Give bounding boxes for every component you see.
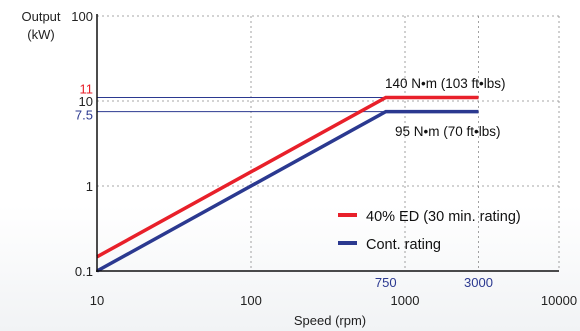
- annotation-cont-torque: 95 N•m (70 ft•lbs): [395, 124, 500, 139]
- x-tick-label-100: 100: [240, 293, 262, 308]
- legend: 40% ED (30 min. rating) Cont. rating: [338, 209, 521, 253]
- axes: [96, 14, 559, 272]
- y-tick-label-100: 100: [71, 9, 93, 24]
- y-tick-label-11: 11: [80, 81, 94, 96]
- y-tick-label-7_5: 7.5: [75, 108, 93, 123]
- y-axis-label-line2: (kW): [27, 27, 54, 42]
- annotation-40ed-torque: 140 N•m (103 ft•lbs): [385, 76, 506, 91]
- x-tick-label-3000: 3000: [464, 275, 493, 290]
- y-tick-label-10: 10: [79, 94, 93, 109]
- x-tick-label-750: 750: [375, 275, 397, 290]
- x-tick-label-1000: 1000: [391, 293, 420, 308]
- legend-label-40ed: 40% ED (30 min. rating): [366, 209, 521, 225]
- y-axis-label-line1: Output: [21, 9, 60, 24]
- x-axis-label: Speed (rpm): [294, 313, 366, 328]
- series-lines: [96, 95, 479, 273]
- series-line-0: [96, 95, 479, 259]
- y-tick-label-1: 1: [86, 179, 93, 194]
- series-line-1: [96, 109, 479, 273]
- tick-labels: 10 100 1000 10000 750 3000 0.1 1 10 100 11 7.5: [71, 9, 577, 308]
- grid: [97, 15, 560, 271]
- y-tick-label-0_1: 0.1: [75, 264, 93, 279]
- reference-lines: [97, 96, 386, 113]
- legend-label-cont: Cont. rating: [366, 237, 441, 253]
- x-tick-label-10: 10: [90, 293, 104, 308]
- x-tick-label-10000: 10000: [541, 293, 577, 308]
